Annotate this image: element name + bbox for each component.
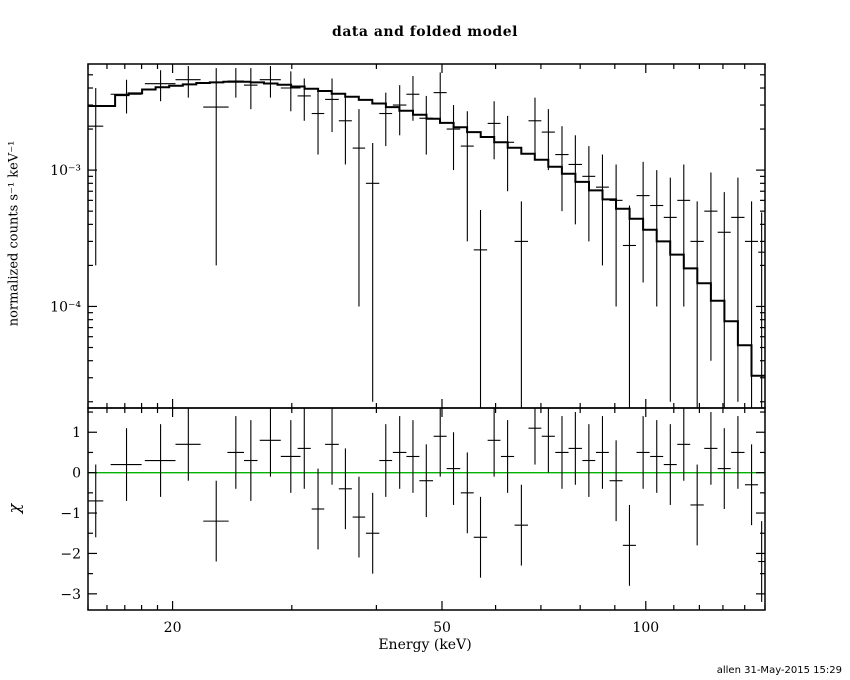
svg-text:0: 0: [72, 466, 81, 482]
svg-text:1: 1: [72, 425, 81, 441]
svg-text:10⁻³: 10⁻³: [50, 163, 81, 179]
x-axis-label: Energy (keV): [378, 637, 472, 653]
plot-title: data and folded model: [332, 24, 518, 40]
svg-text:−1: −1: [60, 506, 81, 522]
svg-text:−3: −3: [60, 587, 81, 603]
svg-text:10⁻⁴: 10⁻⁴: [50, 299, 81, 315]
svg-text:100: 100: [632, 620, 659, 636]
plot-signature: allen 31-May-2015 15:29: [716, 665, 842, 676]
svg-text:50: 50: [433, 620, 451, 636]
svg-text:20: 20: [164, 620, 182, 636]
svg-text:−2: −2: [60, 546, 81, 562]
